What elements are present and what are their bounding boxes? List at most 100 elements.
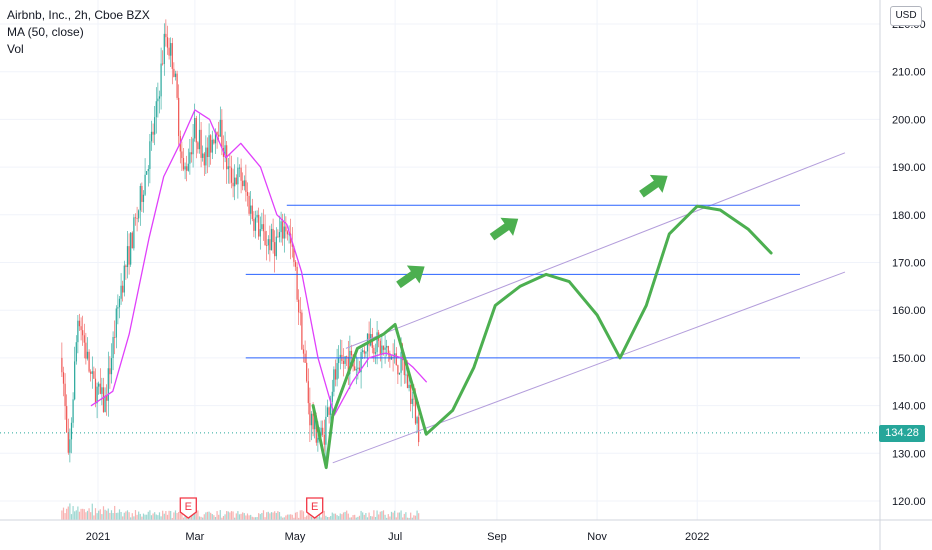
candle-body (224, 145, 226, 157)
candle-body (142, 194, 145, 202)
volume-bar (334, 513, 337, 520)
volume-bar (322, 511, 324, 520)
candle-body (149, 141, 151, 170)
volume-bar (262, 510, 265, 520)
candle-body (150, 131, 153, 142)
volume-bar (72, 506, 74, 520)
candle-body (320, 427, 322, 436)
candle-body (381, 345, 383, 355)
candle-body (336, 363, 338, 380)
candle-body (189, 152, 191, 164)
candle-body (133, 217, 135, 249)
candle-body (245, 180, 247, 192)
volume-bar (234, 517, 236, 520)
volume-bar (406, 517, 409, 520)
candle-body (314, 415, 316, 430)
legend-ma[interactable]: MA (50, close) (7, 25, 84, 39)
volume-bar (214, 516, 217, 520)
candle-body (395, 353, 397, 366)
candle-body (83, 335, 85, 343)
volume-bar (290, 514, 292, 520)
candle-body (339, 354, 341, 358)
candle-body (349, 350, 351, 374)
volume-bar (112, 513, 114, 520)
candle-body (293, 246, 295, 262)
volume-bar (285, 515, 287, 520)
candle-body (298, 299, 300, 313)
volume-bar (282, 517, 284, 520)
volume-bar (216, 511, 218, 520)
candle-body (128, 246, 130, 265)
volume-bar (373, 510, 375, 520)
volume-bar (376, 510, 378, 520)
volume-bar (243, 513, 245, 520)
volume-bar (115, 512, 117, 520)
legend-volume[interactable]: Vol (7, 42, 24, 56)
candle-body (126, 246, 129, 268)
currency-button[interactable]: USD (890, 6, 922, 26)
candle-body (272, 228, 274, 243)
candle-body (134, 217, 137, 219)
volume-bar (248, 515, 250, 520)
volume-bar (267, 511, 269, 520)
candle-body (203, 153, 205, 166)
channel-line (332, 271, 846, 464)
y-tick-label: 140.00 (892, 401, 926, 413)
candle-body (62, 372, 65, 384)
volume-bar (251, 516, 253, 520)
volume-bar (286, 514, 289, 520)
volume-bar (213, 515, 215, 520)
candle-body (69, 439, 71, 453)
legend-symbol[interactable]: Airbnb, Inc., 2h, Cboe BZX (7, 8, 150, 22)
volume-bar (176, 512, 178, 520)
candle-body (214, 131, 217, 144)
volume-bar (128, 512, 130, 520)
candle-body (90, 371, 92, 374)
candle-body (374, 352, 377, 354)
candle-body (216, 131, 218, 135)
candle-body (163, 33, 165, 64)
candle-body (184, 166, 186, 170)
candle-body (246, 191, 249, 196)
candle-body (118, 298, 121, 308)
candle-body (344, 356, 346, 364)
candle-body (288, 233, 290, 235)
volume-bar (259, 514, 261, 520)
volume-bar (408, 517, 410, 520)
candle-body (158, 96, 161, 99)
volume-bar (69, 503, 71, 520)
y-tick-label: 180.00 (892, 210, 926, 222)
volume-bar (398, 512, 401, 520)
volume-bar (384, 514, 386, 520)
candle-body (248, 195, 250, 214)
candle-body (302, 349, 305, 354)
candle-body (232, 182, 234, 187)
volume-bar (134, 510, 137, 520)
candle-body (392, 356, 394, 358)
volume-bar (70, 514, 73, 520)
volume-bar (165, 511, 167, 520)
volume-bar (403, 513, 405, 520)
candle-body (147, 169, 149, 172)
volume-bar (360, 510, 362, 520)
y-tick-label: 210.00 (892, 67, 926, 79)
candle-body (296, 266, 298, 300)
volume-bar (288, 514, 290, 520)
volume-bar (299, 510, 301, 520)
candle-body (326, 407, 329, 417)
volume-bar (77, 506, 79, 520)
candle-body (198, 129, 201, 150)
volume-bar (206, 511, 209, 520)
volume-bar (347, 513, 349, 520)
candle-body (141, 185, 143, 202)
volume-bar (410, 512, 412, 520)
candle-body (206, 147, 209, 158)
volume-bar (278, 512, 281, 520)
volume-bar (61, 510, 63, 520)
candle-body (82, 330, 84, 336)
volume-bar (341, 514, 343, 520)
volume-bar (205, 512, 207, 520)
volume-bar (110, 510, 113, 520)
candle-body (354, 366, 356, 371)
